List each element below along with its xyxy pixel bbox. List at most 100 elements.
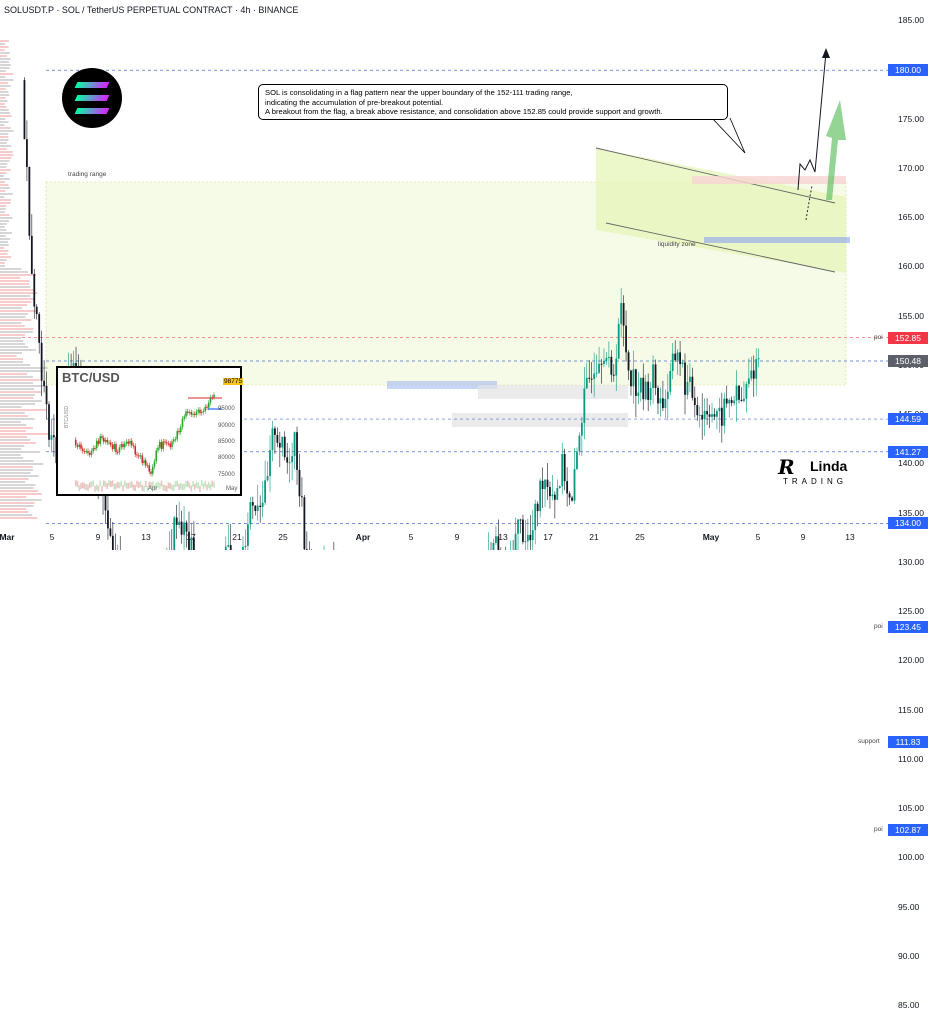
inset-volume-bar — [155, 482, 158, 489]
volume-profile-bar — [0, 220, 9, 222]
inset-candle-body — [164, 441, 166, 443]
inset-candle-body — [101, 436, 103, 438]
inset-volume-bar — [176, 480, 179, 487]
candle-body — [583, 388, 586, 423]
volume-profile-bar — [0, 265, 5, 267]
volume-profile — [0, 40, 49, 519]
candle-body — [728, 399, 731, 404]
inset-volume-bar — [204, 480, 207, 487]
inset-candle-body — [209, 397, 212, 403]
inset-volume-bar — [97, 485, 100, 492]
candle-body — [723, 398, 726, 426]
inset-candle-body — [90, 450, 93, 455]
liquidity-zone-label: liquidity zone — [658, 241, 696, 248]
candle-body — [281, 436, 284, 448]
inset-candle-body — [85, 451, 88, 453]
volume-profile-bar — [0, 145, 12, 147]
inset-candle-body — [106, 439, 109, 443]
volume-profile-bar — [0, 115, 12, 117]
y-tick-label: 160.00 — [898, 261, 924, 272]
candle-body — [603, 360, 605, 364]
volume-profile-bar — [0, 73, 14, 75]
candle-body — [293, 432, 296, 457]
inset-volume-bar — [108, 480, 110, 487]
candle-body — [652, 364, 654, 389]
inset-candle-body — [129, 440, 131, 444]
inset-volume-bar — [99, 480, 102, 487]
volume-profile-bar — [0, 463, 44, 465]
candle-body — [671, 353, 674, 371]
inset-volume-bar — [132, 484, 135, 491]
volume-profile-bar — [0, 517, 38, 519]
volume-profile-bar — [0, 310, 37, 312]
inset-candle-body — [136, 454, 138, 456]
volume-profile-bar — [0, 46, 9, 48]
price-tag: 134.00 — [888, 517, 928, 530]
volume-profile-bar — [0, 205, 7, 207]
inset-candle-body — [151, 466, 154, 474]
volume-profile-bar — [0, 403, 35, 405]
candle-body — [696, 404, 699, 416]
inset-volume-bar — [195, 481, 198, 488]
candle-body — [178, 521, 181, 525]
inset-volume-bar — [127, 482, 130, 489]
inset-price-tag: 98775 — [223, 378, 244, 385]
volume-profile-bar — [0, 358, 24, 360]
candle-body — [269, 450, 271, 477]
candle-body — [303, 497, 306, 550]
inset-candle-body — [178, 431, 180, 433]
volume-profile-bar — [0, 172, 7, 174]
candle-body — [634, 369, 637, 396]
volume-profile-bar — [0, 304, 28, 306]
candle-body — [615, 358, 618, 376]
volume-profile-bar — [0, 376, 33, 378]
inset-candle-body — [83, 450, 86, 452]
inset-candle-body — [169, 443, 172, 448]
inset-candle-body — [197, 409, 200, 412]
price-chart[interactable] — [0, 0, 932, 550]
candle-body — [495, 536, 497, 543]
inset-candle-body — [118, 447, 121, 453]
volume-profile-bar — [0, 478, 29, 480]
x-tick-label: 17 — [543, 532, 553, 542]
volume-profile-bar — [0, 409, 46, 411]
inset-candle-body — [155, 450, 158, 462]
volume-profile-bar — [0, 217, 13, 219]
chart-background-layer — [45, 147, 850, 427]
inset-candle-body — [109, 442, 112, 445]
inset-volume-bar — [118, 482, 121, 489]
inset-candle-body — [153, 461, 156, 467]
volume-profile-bar — [0, 97, 6, 99]
x-tick-label: Apr — [355, 532, 371, 542]
inset-candle-body — [125, 441, 128, 444]
volume-profile-bar — [0, 442, 36, 444]
inset-candle-body — [144, 460, 147, 466]
candle-body — [713, 414, 716, 417]
projection-layer — [711, 48, 846, 221]
inset-volume-bar — [102, 480, 105, 487]
candle-body — [104, 494, 107, 511]
sol-logo-icon — [62, 68, 122, 128]
candle-body — [48, 404, 50, 440]
candle-body — [247, 524, 249, 546]
inset-candle-body — [176, 431, 179, 440]
inset-candle-body — [94, 447, 96, 449]
y-tick-label: 125.00 — [898, 606, 924, 616]
volume-profile-bar — [0, 202, 11, 204]
volume-profile-bar — [0, 367, 48, 369]
y-tick-label: 170.00 — [898, 162, 924, 173]
inset-volume-bar — [158, 483, 161, 490]
volume-profile-bar — [0, 121, 9, 123]
inset-volume-bar — [90, 481, 93, 488]
inset-volume-bar — [157, 481, 159, 488]
volume-profile-bar — [0, 322, 22, 324]
inset-title: BTC/USD — [62, 370, 120, 385]
candle-body — [571, 497, 573, 501]
candle-body — [622, 303, 625, 326]
inset-volume-bar — [106, 483, 109, 490]
volume-profile-bar — [0, 109, 9, 111]
volume-profile-bar — [0, 79, 14, 81]
candle-body — [50, 435, 53, 440]
inset-candle-body — [130, 440, 133, 446]
volume-profile-bar — [0, 313, 28, 315]
